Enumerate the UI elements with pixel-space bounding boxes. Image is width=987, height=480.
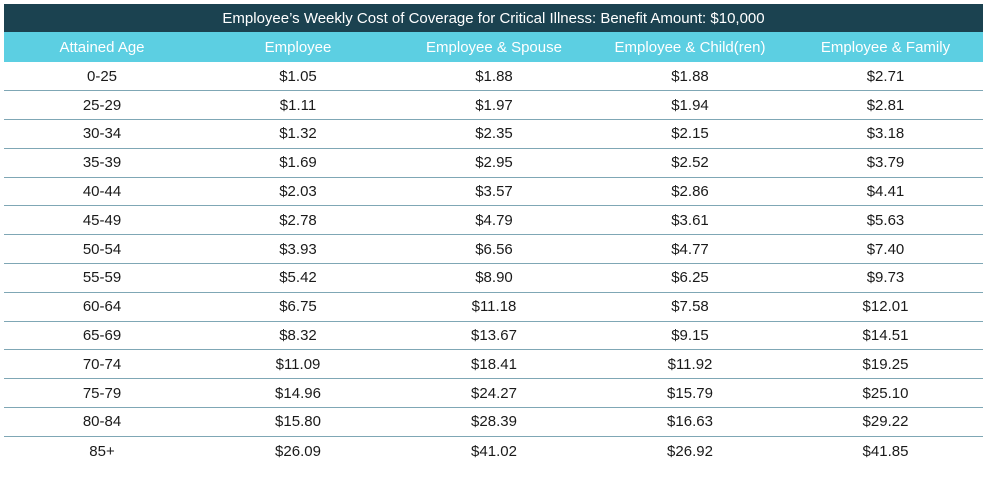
cell-age: 60-64 bbox=[4, 292, 200, 322]
cost-table: Attained Age Employee Employee & Spouse … bbox=[4, 32, 983, 465]
cost-table-container: Employee’s Weekly Cost of Coverage for C… bbox=[4, 4, 983, 465]
table-row: 65-69 $8.32 $13.67 $9.15 $14.51 bbox=[4, 321, 983, 351]
cell-employee: $8.32 bbox=[200, 321, 396, 351]
cell-employee-family: $3.18 bbox=[788, 119, 983, 149]
table-row: 30-34 $1.32 $2.35 $2.15 $3.18 bbox=[4, 119, 983, 149]
table-row: 55-59 $5.42 $8.90 $6.25 $9.73 bbox=[4, 263, 983, 293]
cell-age: 85+ bbox=[89, 442, 115, 460]
cell-age: 30-34 bbox=[4, 119, 200, 149]
table-title: Employee’s Weekly Cost of Coverage for C… bbox=[4, 4, 983, 32]
cell-age: 25-29 bbox=[4, 90, 200, 121]
cell-employee-children: $9.15 bbox=[592, 321, 788, 351]
cell-employee: $26.09 bbox=[275, 442, 321, 460]
cell-employee-children: $26.92 bbox=[667, 442, 713, 460]
cell-employee: $1.05 bbox=[200, 62, 396, 92]
cell-employee-spouse: $13.67 bbox=[396, 321, 592, 351]
cell-age: 65-69 bbox=[4, 321, 200, 351]
table-row: 85+ $26.09 $41.02 $26.92 $41.85 bbox=[4, 436, 983, 465]
cell-employee-children: $16.63 bbox=[592, 407, 788, 437]
cell-employee-spouse: $2.95 bbox=[396, 148, 592, 178]
header-employee-family: Employee & Family bbox=[820, 38, 951, 56]
cell-employee-spouse: $11.18 bbox=[396, 292, 592, 322]
cell-age: 45-49 bbox=[4, 205, 200, 236]
cell-employee: $1.32 bbox=[200, 119, 396, 149]
table-row: 35-39 $1.69 $2.95 $2.52 $3.79 bbox=[4, 148, 983, 178]
cell-employee-children: $1.88 bbox=[592, 62, 788, 92]
cell-employee: $15.80 bbox=[200, 407, 396, 437]
table-row: 80-84 $15.80 $28.39 $16.63 $29.22 bbox=[4, 407, 983, 437]
table-row: 60-64 $6.75 $11.18 $7.58 $12.01 bbox=[4, 292, 983, 322]
header-employee-spouse: Employee & Spouse bbox=[426, 38, 562, 56]
table-row: 70-74 $11.09 $18.41 $11.92 $19.25 bbox=[4, 349, 983, 380]
cell-employee-spouse: $1.88 bbox=[396, 62, 592, 92]
table-row: 50-54 $3.93 $6.56 $4.77 $7.40 bbox=[4, 234, 983, 265]
table-row: 45-49 $2.78 $4.79 $3.61 $5.63 bbox=[4, 205, 983, 236]
cell-employee-family: $25.10 bbox=[788, 378, 983, 409]
cell-employee-children: $15.79 bbox=[592, 378, 788, 409]
table-header: Attained Age Employee Employee & Spouse … bbox=[4, 32, 983, 62]
cell-employee-spouse: $8.90 bbox=[396, 263, 592, 293]
cell-employee-family: $3.79 bbox=[788, 148, 983, 178]
cell-employee-children: $2.52 bbox=[592, 148, 788, 178]
cell-age: 50-54 bbox=[4, 234, 200, 265]
cell-employee-spouse: $4.79 bbox=[396, 205, 592, 236]
cell-employee-spouse: $18.41 bbox=[396, 349, 592, 380]
cell-employee-family: $2.81 bbox=[788, 90, 983, 121]
cell-employee: $2.03 bbox=[200, 177, 396, 207]
cell-age: 75-79 bbox=[4, 378, 200, 409]
cell-employee-children: $3.61 bbox=[592, 205, 788, 236]
cell-employee-family: $29.22 bbox=[788, 407, 983, 437]
table-row: 40-44 $2.03 $3.57 $2.86 $4.41 bbox=[4, 177, 983, 207]
cell-age: 55-59 bbox=[4, 263, 200, 293]
cell-age: 40-44 bbox=[4, 177, 200, 207]
cell-employee-spouse: $24.27 bbox=[396, 378, 592, 409]
cell-employee-family: $12.01 bbox=[788, 292, 983, 322]
cell-age: 0-25 bbox=[4, 62, 200, 92]
table-body: 0-25 $1.05 $1.88 $1.88 $2.71 25-29 $1.11 $1.97 $… bbox=[4, 62, 983, 465]
header-attained-age: Attained Age bbox=[59, 38, 145, 56]
cell-employee-children: $6.25 bbox=[592, 263, 788, 293]
cell-employee-spouse: $41.02 bbox=[471, 442, 517, 460]
cell-employee-spouse: $28.39 bbox=[396, 407, 592, 437]
cell-employee-family: $2.71 bbox=[788, 62, 983, 92]
cell-age: 70-74 bbox=[4, 349, 200, 380]
cell-employee: $1.69 bbox=[200, 148, 396, 178]
cell-employee-children: $11.92 bbox=[592, 349, 788, 380]
cell-employee-children: $2.86 bbox=[592, 177, 788, 207]
table-row: 75-79 $14.96 $24.27 $15.79 $25.10 bbox=[4, 378, 983, 409]
cell-employee-children: $7.58 bbox=[592, 292, 788, 322]
cell-employee: $11.09 bbox=[200, 349, 396, 380]
cell-employee: $2.78 bbox=[200, 205, 396, 236]
cell-age: 80-84 bbox=[4, 407, 200, 437]
cell-employee-family: $41.85 bbox=[862, 442, 909, 460]
cell-employee: $14.96 bbox=[200, 378, 396, 409]
cell-employee-family: $19.25 bbox=[788, 349, 983, 380]
cell-employee-children: $2.15 bbox=[592, 119, 788, 149]
cell-employee-spouse: $3.57 bbox=[396, 177, 592, 207]
cell-employee-children: $1.94 bbox=[592, 90, 788, 121]
cell-employee: $3.93 bbox=[200, 234, 396, 265]
cell-employee: $1.11 bbox=[200, 90, 396, 121]
table-row: 0-25 $1.05 $1.88 $1.88 $2.71 bbox=[4, 62, 983, 92]
cell-employee-family: $7.40 bbox=[788, 234, 983, 265]
cell-employee-family: $14.51 bbox=[788, 321, 983, 351]
table-row: 25-29 $1.11 $1.97 $1.94 $2.81 bbox=[4, 90, 983, 121]
cell-employee-family: $5.63 bbox=[788, 205, 983, 236]
cell-employee: $6.75 bbox=[200, 292, 396, 322]
cell-employee-family: $9.73 bbox=[788, 263, 983, 293]
header-row: Attained Age Employee Employee & Spouse … bbox=[4, 32, 983, 62]
cell-employee-children: $4.77 bbox=[592, 234, 788, 265]
cell-employee-spouse: $1.97 bbox=[396, 90, 592, 121]
cell-employee-spouse: $2.35 bbox=[396, 119, 592, 149]
cell-employee-spouse: $6.56 bbox=[396, 234, 592, 265]
cell-employee-family: $4.41 bbox=[788, 177, 983, 207]
cell-employee: $5.42 bbox=[200, 263, 396, 293]
cell-age: 35-39 bbox=[4, 148, 200, 178]
header-employee-children: Employee & Child(ren) bbox=[614, 38, 766, 56]
header-employee: Employee bbox=[264, 38, 332, 56]
